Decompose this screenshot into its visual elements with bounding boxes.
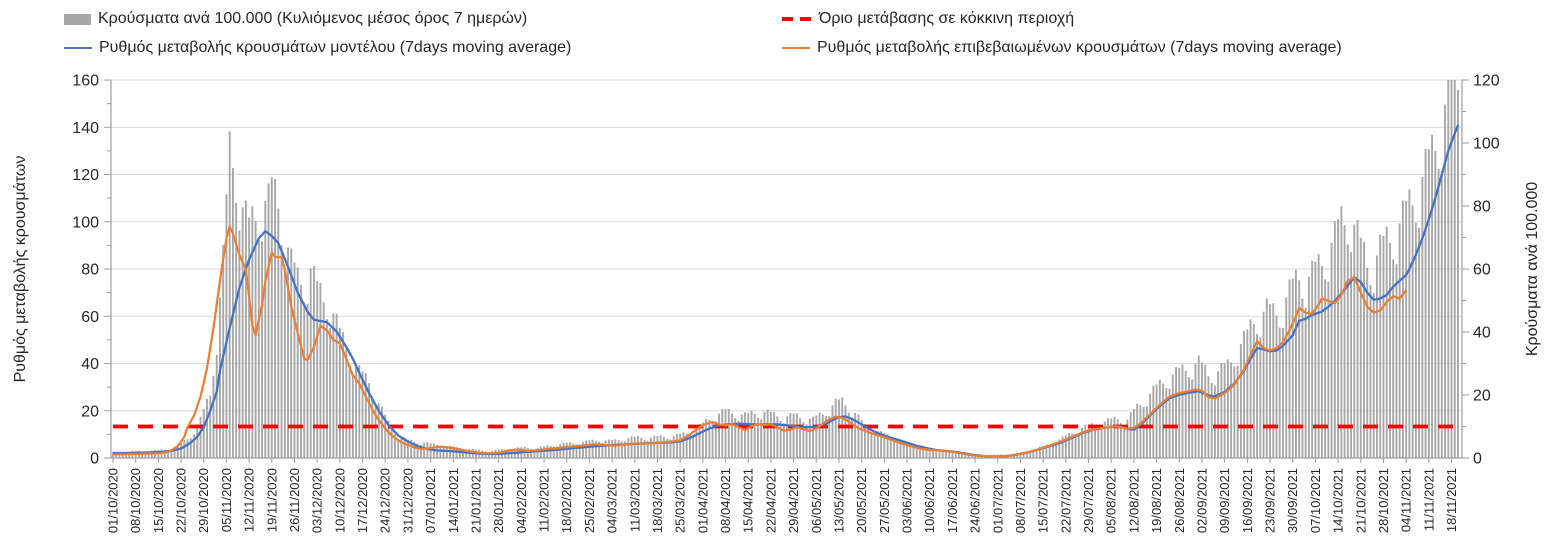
x-tick-label: 16/09/2021 — [1240, 468, 1255, 533]
right-tick-label: 40 — [1473, 325, 1491, 342]
x-tick-label: 28/10/2021 — [1376, 468, 1391, 533]
left-tick-label: 140 — [72, 120, 99, 137]
legend-item-threshold: Όριο μετάβασης σε κόκκινη περιοχή — [782, 8, 1074, 30]
x-tick-label: 03/06/2021 — [900, 468, 915, 533]
x-tick-label: 23/09/2021 — [1263, 468, 1278, 533]
cases-bars-series — [112, 80, 1459, 458]
x-tick-label: 22/10/2020 — [174, 468, 189, 533]
x-tick-label: 20/05/2021 — [854, 468, 869, 533]
x-tick-label: 17/06/2021 — [945, 468, 960, 533]
x-tick-label: 13/05/2021 — [831, 468, 846, 533]
x-tick-label: 08/10/2020 — [128, 468, 143, 533]
x-tick-label: 14/01/2021 — [446, 468, 461, 533]
red-dashed-swatch-icon — [782, 16, 812, 22]
x-tick-label: 18/11/2021 — [1444, 468, 1459, 532]
x-tick-label: 31/12/2020 — [400, 468, 415, 533]
x-tick-label: 01/07/2021 — [990, 468, 1005, 533]
x-tick-label: 26/08/2021 — [1172, 468, 1187, 533]
legend-item-model-line: Ρυθμός μεταβολής κρουσμάτων μοντέλου (7d… — [64, 37, 571, 59]
gray-bar-swatch-icon — [64, 13, 91, 25]
confirmed-rate-line — [112, 225, 1408, 458]
x-tick-label: 12/08/2021 — [1126, 468, 1141, 533]
x-tick-label: 21/01/2021 — [468, 468, 483, 533]
x-tick-label: 28/01/2021 — [491, 468, 506, 533]
x-tick-label: 11/11/2021 — [1421, 468, 1436, 531]
x-tick-label: 14/10/2021 — [1331, 468, 1346, 533]
x-tick-label: 19/11/2020 — [264, 468, 279, 532]
x-tick-label: 04/11/2021 — [1399, 468, 1414, 532]
x-tick-label: 12/11/2020 — [242, 468, 257, 532]
x-tick-label: 25/03/2021 — [673, 468, 688, 533]
legend-item-cases-bars: Κρούσματα ανά 100.000 (Κυλιόμενος μέσος … — [64, 8, 527, 30]
x-tick-label: 01/10/2020 — [106, 468, 121, 533]
legend-label-model-line: Ρυθμός μεταβολής κρουσμάτων μοντέλου (7d… — [99, 39, 572, 56]
x-tick-label: 07/10/2021 — [1308, 468, 1323, 533]
x-tick-label: 05/08/2021 — [1104, 468, 1119, 533]
x-tick-label: 05/11/2020 — [219, 468, 234, 532]
x-tick-label: 29/04/2021 — [786, 468, 801, 533]
x-tick-label: 08/07/2021 — [1013, 468, 1028, 533]
left-tick-label: 100 — [72, 214, 99, 231]
x-tick-label: 24/12/2020 — [378, 468, 393, 533]
legend-label-threshold: Όριο μετάβασης σε κόκκινη περιοχή — [819, 10, 1075, 27]
x-tick-label: 15/07/2021 — [1036, 468, 1051, 533]
x-tick-label: 22/04/2021 — [763, 468, 778, 533]
legend-label-cases-bars: Κρούσματα ανά 100.000 (Κυλιόμενος μέσος … — [98, 10, 528, 27]
x-tick-label: 22/07/2021 — [1058, 468, 1073, 533]
x-tick-label: 08/04/2021 — [718, 468, 733, 533]
x-tick-label: 03/12/2020 — [310, 468, 325, 533]
x-tick-label: 29/07/2021 — [1081, 468, 1096, 533]
right-tick-label: 60 — [1473, 262, 1491, 279]
x-tick-label: 18/02/2021 — [559, 468, 574, 533]
x-tick-label: 11/03/2021 — [627, 468, 642, 532]
right-tick-label: 0 — [1473, 451, 1482, 468]
x-tick-label: 10/12/2020 — [332, 468, 347, 533]
x-tick-label: 09/09/2021 — [1217, 468, 1232, 533]
x-tick-label: 06/05/2021 — [809, 468, 824, 533]
right-tick-label: 100 — [1473, 136, 1500, 153]
left-tick-label: 60 — [81, 309, 99, 326]
x-tick-label: 11/02/2021 — [537, 468, 552, 532]
x-tick-label: 30/09/2021 — [1285, 468, 1300, 533]
x-tick-label: 01/04/2021 — [695, 468, 710, 533]
left-tick-label: 80 — [81, 262, 99, 279]
left-tick-label: 40 — [81, 356, 99, 373]
x-tick-label: 29/10/2020 — [196, 468, 211, 533]
x-tick-label: 04/03/2021 — [605, 468, 620, 533]
right-tick-label: 80 — [1473, 199, 1491, 216]
x-tick-label: 25/02/2021 — [582, 468, 597, 533]
x-tick-label: 15/10/2020 — [151, 468, 166, 533]
left-tick-label: 120 — [72, 167, 99, 184]
x-tick-label: 02/09/2021 — [1194, 468, 1209, 533]
x-tick-label: 19/08/2021 — [1149, 468, 1164, 533]
x-tick-label: 04/02/2021 — [514, 468, 529, 533]
x-tick-label: 21/10/2021 — [1353, 468, 1368, 533]
left-tick-label: 160 — [72, 73, 99, 90]
legend-item-confirmed-line: Ρυθμός μεταβολής επιβεβαιωμένων κρουσμάτ… — [782, 37, 1342, 59]
x-tick-label: 17/12/2020 — [355, 468, 370, 533]
x-tick-label: 07/01/2021 — [423, 468, 438, 533]
legend-label-confirmed-line: Ρυθμός μεταβολής επιβεβαιωμένων κρουσμάτ… — [817, 39, 1342, 56]
x-tick-label: 27/05/2021 — [877, 468, 892, 533]
x-tick-label: 24/06/2021 — [968, 468, 983, 533]
right-tick-label: 20 — [1473, 388, 1491, 405]
right-tick-label: 120 — [1473, 73, 1500, 90]
x-tick-label: 26/11/2020 — [287, 468, 302, 532]
x-tick-label: 10/06/2021 — [922, 468, 937, 533]
blue-line-swatch-icon — [64, 47, 92, 49]
orange-line-swatch-icon — [782, 47, 810, 49]
x-tick-label: 15/04/2021 — [741, 468, 756, 533]
left-tick-label: 0 — [90, 451, 99, 468]
x-tick-label: 18/03/2021 — [650, 468, 665, 533]
left-tick-label: 20 — [81, 403, 99, 420]
